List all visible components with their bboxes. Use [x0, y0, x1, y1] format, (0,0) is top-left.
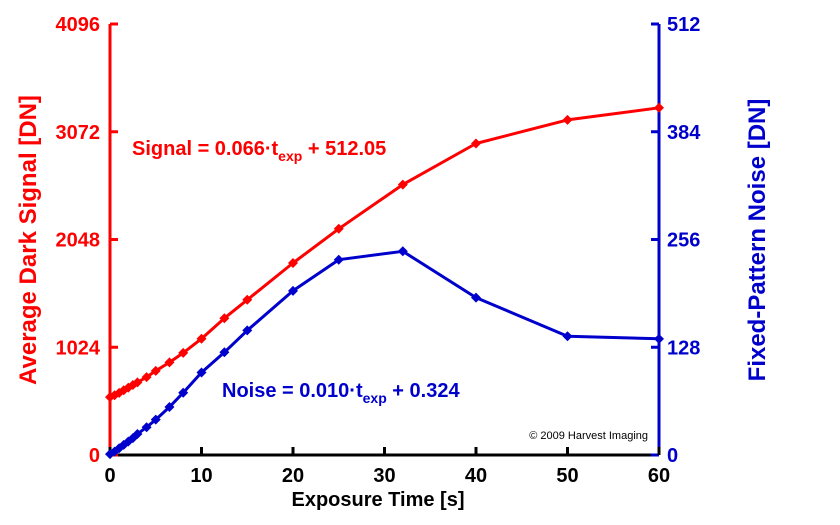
y-axis-title-right: Fixed-Pattern Noise [DN] — [744, 99, 771, 382]
right-tick-label: 512 — [667, 14, 700, 36]
signal-point — [654, 102, 664, 113]
noise-point — [654, 333, 664, 344]
noise-point — [471, 292, 481, 303]
signal-point — [141, 372, 152, 383]
signal-point — [333, 223, 344, 234]
right-tick-label: 0 — [667, 445, 678, 467]
noise-point — [178, 387, 189, 398]
signal-point — [178, 347, 189, 358]
signal-point — [288, 257, 298, 268]
x-tick-label: 60 — [648, 465, 670, 487]
signal-point — [132, 377, 143, 388]
noise-point — [196, 367, 207, 378]
signal-point — [150, 365, 161, 376]
x-tick-label: 50 — [556, 465, 578, 487]
left-tick-label: 2048 — [56, 230, 101, 252]
left-tick-label: 3072 — [56, 122, 101, 144]
signal-point — [219, 313, 230, 324]
left-tick-label: 4096 — [56, 14, 101, 36]
noise-point — [150, 414, 161, 425]
signal-equation: Signal = 0.066·texp + 512.05 — [132, 138, 386, 164]
noise-point — [118, 439, 129, 450]
signal-point — [242, 294, 253, 305]
noise-point — [164, 402, 175, 413]
x-tick-label: 20 — [282, 465, 304, 487]
right-ticks: 0 128 256 384 512 — [651, 14, 701, 467]
signal-point — [397, 179, 408, 190]
noise-equation: Noise = 0.010·texp + 0.324 — [222, 380, 460, 406]
x-axis-title: Exposure Time [s] — [291, 489, 464, 511]
signal-point — [118, 385, 129, 396]
noise-point — [242, 325, 253, 336]
x-tick-label: 10 — [190, 465, 212, 487]
y-axis-title-left: Average Dark Signal [DN] — [15, 95, 42, 385]
noise-point — [141, 422, 152, 433]
noise-point — [288, 285, 298, 296]
signal-point — [562, 114, 573, 125]
right-tick-label: 256 — [667, 230, 700, 252]
noise-point — [562, 331, 573, 342]
noise-point — [397, 246, 408, 257]
x-tick-label: 40 — [465, 465, 487, 487]
signal-point — [471, 138, 481, 149]
noise-point — [219, 347, 230, 358]
x-tick-label: 0 — [104, 465, 115, 487]
left-tick-label: 0 — [89, 445, 100, 467]
noise-point — [333, 254, 344, 265]
signal-point — [164, 357, 175, 368]
copyright-note: © 2009 Harvest Imaging — [529, 430, 648, 442]
right-tick-label: 384 — [667, 122, 701, 144]
signal-point — [196, 333, 207, 344]
x-tick-label: 30 — [373, 465, 395, 487]
right-tick-label: 128 — [667, 337, 700, 359]
x-ticks: 0 10 20 30 40 50 60 — [104, 447, 670, 487]
left-ticks: 0 1024 2048 3072 4096 — [56, 14, 118, 467]
series-layer — [105, 102, 664, 460]
noise-point — [132, 428, 143, 439]
left-tick-label: 1024 — [56, 337, 101, 359]
noise-series-line — [109, 249, 660, 456]
